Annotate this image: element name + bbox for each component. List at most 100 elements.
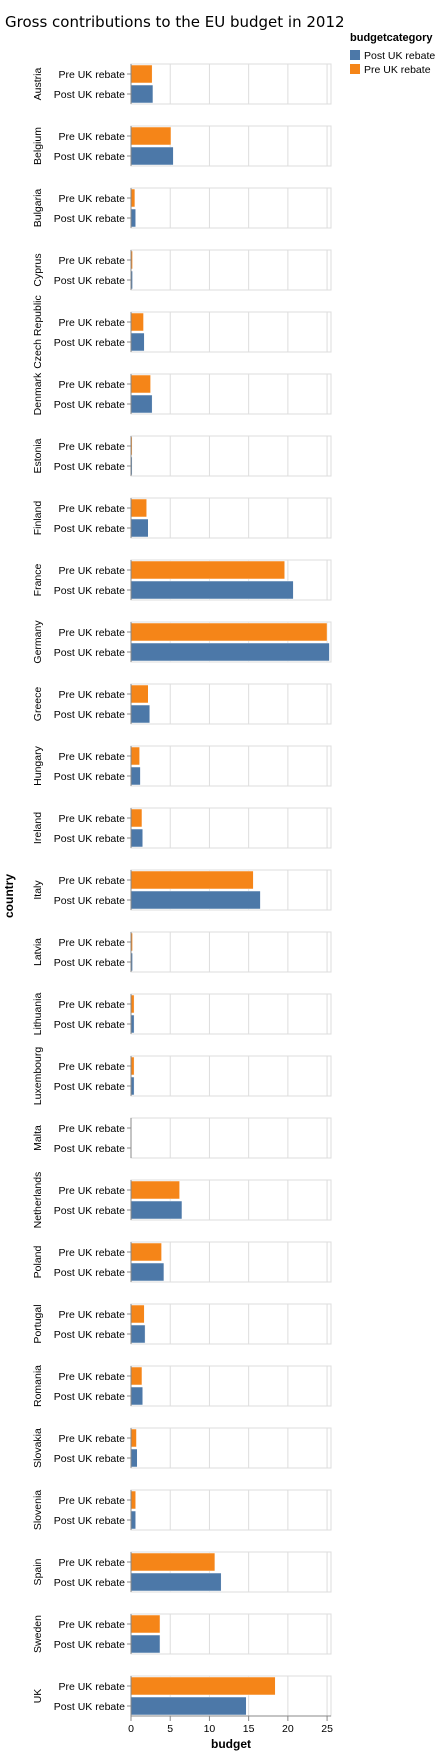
y-tick-label: Pre UK rebate bbox=[58, 751, 125, 763]
x-axis-title: budget bbox=[211, 1737, 251, 1751]
y-tick-label: Pre UK rebate bbox=[58, 999, 125, 1011]
bar-post-uk-rebate bbox=[130, 580, 294, 600]
y-tick-label: Pre UK rebate bbox=[58, 689, 125, 701]
facet-label: Romania bbox=[32, 1365, 44, 1407]
facet-czech-republic: Pre UK rebate Post UK rebate Czech Republi… bbox=[32, 295, 332, 369]
bar-post-uk-rebate bbox=[130, 332, 145, 352]
facet-malta: Pre UK rebate Post UK rebate Malta bbox=[32, 1117, 332, 1159]
facet-slovakia: Pre UK rebate Post UK rebate Slovakia bbox=[32, 1427, 332, 1469]
facet-latvia: Pre UK rebate Post UK rebate Latvia bbox=[32, 931, 332, 973]
y-tick-label: Post UK rebate bbox=[54, 151, 125, 163]
facet-label: Netherlands bbox=[32, 1172, 44, 1229]
bar-pre-uk-rebate bbox=[130, 312, 144, 332]
facet-germany: Pre UK rebate Post UK rebate Germany bbox=[32, 620, 332, 664]
facet-spain: Pre UK rebate Post UK rebate Spain bbox=[32, 1551, 332, 1593]
y-tick-label: Pre UK rebate bbox=[58, 565, 125, 577]
facet-ireland: Pre UK rebate Post UK rebate Ireland bbox=[32, 807, 332, 849]
facet-frame bbox=[130, 435, 332, 477]
legend-label: Pre UK rebate bbox=[364, 64, 431, 76]
bar-post-uk-rebate bbox=[130, 1634, 161, 1654]
bar-post-uk-rebate bbox=[130, 518, 149, 538]
y-tick-label: Post UK rebate bbox=[54, 1701, 125, 1713]
y-tick-label: Post UK rebate bbox=[54, 895, 125, 907]
facet-frame bbox=[130, 373, 332, 415]
bar-pre-uk-rebate bbox=[130, 1490, 136, 1510]
facet-frame bbox=[130, 1055, 332, 1097]
bar-post-uk-rebate bbox=[130, 890, 261, 910]
bar-pre-uk-rebate bbox=[130, 684, 149, 704]
x-tick-label: 0 bbox=[128, 1723, 134, 1735]
bar-post-uk-rebate bbox=[130, 1448, 138, 1468]
bar-post-uk-rebate bbox=[130, 208, 136, 228]
facet-label: Lithuania bbox=[32, 993, 44, 1036]
facet-frame bbox=[130, 497, 332, 539]
bar-pre-uk-rebate bbox=[130, 560, 285, 580]
y-tick-label: Post UK rebate bbox=[54, 1081, 125, 1093]
y-tick-label: Post UK rebate bbox=[54, 1515, 125, 1527]
y-tick-label: Pre UK rebate bbox=[58, 1061, 125, 1073]
x-tick-label: 10 bbox=[204, 1723, 216, 1735]
bar-pre-uk-rebate bbox=[130, 374, 151, 394]
bar-pre-uk-rebate bbox=[130, 188, 136, 208]
bar-pre-uk-rebate bbox=[130, 64, 153, 84]
y-tick-label: Post UK rebate bbox=[54, 213, 125, 225]
bar-pre-uk-rebate bbox=[130, 1366, 143, 1386]
facet-cyprus: Pre UK rebate Post UK rebate Cyprus bbox=[32, 249, 332, 291]
facet-sweden: Pre UK rebate Post UK rebate Sweden bbox=[32, 1613, 332, 1655]
facet-hungary: Pre UK rebate Post UK rebate Hungary bbox=[32, 745, 332, 787]
legend-title: budgetcategory bbox=[350, 32, 433, 44]
bar-post-uk-rebate bbox=[130, 828, 144, 848]
facet-lithuania: Pre UK rebate Post UK rebate Lithuania bbox=[32, 993, 332, 1036]
bar-pre-uk-rebate bbox=[130, 126, 172, 146]
facet-frame bbox=[130, 931, 332, 973]
y-tick-label: Post UK rebate bbox=[54, 1143, 125, 1155]
y-tick-label: Pre UK rebate bbox=[58, 1433, 125, 1445]
x-axis: 0 5 10 15 20 25 bbox=[128, 1715, 333, 1735]
y-tick-label: Pre UK rebate bbox=[58, 193, 125, 205]
facet-label: Hungary bbox=[32, 745, 44, 785]
y-tick-label: Pre UK rebate bbox=[58, 1247, 125, 1259]
legend: budgetcategory Post UK rebate Pre UK reba… bbox=[350, 32, 435, 76]
bar-post-uk-rebate bbox=[130, 1200, 183, 1220]
y-tick-label: Post UK rebate bbox=[54, 833, 125, 845]
facet-france: Pre UK rebate Post UK rebate France bbox=[32, 559, 332, 601]
legend-swatch bbox=[350, 50, 360, 60]
facet-label: Estonia bbox=[32, 438, 44, 473]
bar-post-uk-rebate bbox=[130, 1510, 136, 1530]
facet-label: Czech Republic bbox=[32, 295, 44, 369]
bar-pre-uk-rebate bbox=[130, 870, 254, 890]
x-tick-label: 25 bbox=[321, 1723, 333, 1735]
facet-label: Spain bbox=[32, 1558, 44, 1585]
y-tick-label: Post UK rebate bbox=[54, 399, 125, 411]
facet-poland: Pre UK rebate Post UK rebate Poland bbox=[32, 1241, 332, 1283]
facet-austria: Pre UK rebate Post UK rebate Austria bbox=[32, 63, 332, 105]
legend-swatch bbox=[350, 64, 360, 74]
facet-label: Ireland bbox=[32, 812, 44, 844]
facet-greece: Pre UK rebate Post UK rebate Greece bbox=[32, 683, 332, 725]
facet-finland: Pre UK rebate Post UK rebate Finland bbox=[32, 497, 332, 539]
facet-label: Cyprus bbox=[32, 253, 44, 286]
facet-frame bbox=[130, 1489, 332, 1531]
y-tick-label: Post UK rebate bbox=[54, 1391, 125, 1403]
y-tick-label: Post UK rebate bbox=[54, 647, 125, 659]
facet-label: Austria bbox=[32, 68, 44, 101]
y-tick-label: Post UK rebate bbox=[54, 957, 125, 969]
y-tick-label: Post UK rebate bbox=[54, 275, 125, 287]
bar-pre-uk-rebate bbox=[130, 1180, 180, 1200]
y-tick-label: Post UK rebate bbox=[54, 1267, 125, 1279]
chart-title: Gross contributions to the EU budget in … bbox=[5, 13, 345, 31]
facet-bulgaria: Pre UK rebate Post UK rebate Bulgaria bbox=[32, 187, 332, 229]
y-tick-label: Pre UK rebate bbox=[58, 1619, 125, 1631]
facet-label: Poland bbox=[32, 1245, 44, 1278]
facet-luxembourg: Pre UK rebate Post UK rebate Luxembourg bbox=[32, 1047, 332, 1105]
y-tick-label: Pre UK rebate bbox=[58, 1557, 125, 1569]
y-tick-label: Pre UK rebate bbox=[58, 1309, 125, 1321]
facet-frame bbox=[130, 683, 332, 725]
y-tick-label: Pre UK rebate bbox=[58, 1371, 125, 1383]
facet-label: Denmark bbox=[32, 372, 44, 415]
y-tick-label: Pre UK rebate bbox=[58, 255, 125, 267]
facet-portugal: Pre UK rebate Post UK rebate Portugal bbox=[32, 1303, 332, 1345]
bar-post-uk-rebate bbox=[130, 1262, 165, 1282]
bar-post-uk-rebate bbox=[130, 766, 141, 786]
